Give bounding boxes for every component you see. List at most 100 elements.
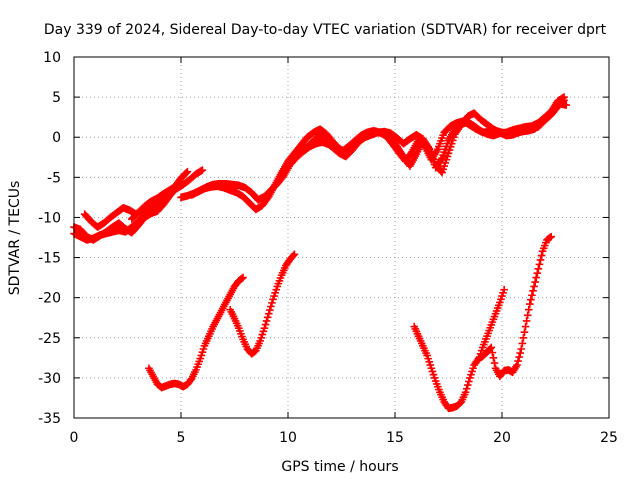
data-point (488, 318, 497, 326)
data-point (444, 149, 453, 158)
data-point (238, 274, 246, 283)
data-point (274, 279, 283, 288)
data-point (492, 307, 501, 315)
data-point (271, 289, 279, 297)
data-point (448, 136, 457, 145)
data-point (515, 353, 523, 361)
data-point (236, 327, 244, 335)
data-point (239, 273, 247, 282)
data-point (461, 388, 470, 397)
grid-lines (74, 57, 609, 418)
data-point (263, 313, 272, 322)
data-point (435, 385, 443, 394)
data-point (440, 148, 449, 156)
data-point (268, 299, 276, 307)
x-tick-label: 20 (493, 430, 511, 446)
data-point (483, 332, 491, 340)
plot-frame (73, 56, 610, 419)
data-point (266, 306, 274, 314)
data-point (486, 323, 495, 332)
data-points (70, 93, 570, 413)
data-point (538, 247, 547, 255)
series-7 (145, 273, 247, 392)
data-point (195, 357, 203, 366)
data-point (533, 269, 542, 277)
data-point (275, 277, 284, 285)
data-point (466, 374, 474, 382)
data-point (560, 96, 568, 105)
data-point (519, 333, 528, 342)
data-point (183, 167, 192, 176)
data-point (477, 346, 486, 355)
data-point (423, 351, 431, 360)
data-point (541, 241, 549, 250)
data-point (532, 273, 541, 282)
data-point (474, 356, 483, 365)
data-point (488, 348, 497, 357)
data-point (276, 274, 285, 282)
data-point (259, 327, 268, 336)
data-point (476, 350, 485, 358)
data-point (493, 304, 502, 312)
y-tick-label: -10 (38, 210, 61, 226)
data-point (518, 339, 527, 348)
data-point (484, 329, 492, 338)
data-point (465, 377, 473, 386)
data-point (529, 287, 537, 295)
data-point (468, 367, 476, 376)
data-point (426, 361, 435, 369)
data-point (500, 285, 508, 294)
x-tick-label: 5 (177, 430, 186, 446)
data-point (429, 370, 438, 379)
data-point (490, 359, 499, 367)
data-point (527, 295, 535, 304)
data-point (192, 366, 200, 374)
data-point (514, 357, 522, 365)
x-tick-labels: 0 5 10 15 20 25 (70, 430, 618, 446)
data-point (441, 159, 450, 167)
y-tick-label: 10 (43, 50, 61, 66)
data-point (272, 285, 281, 294)
data-point (434, 145, 442, 154)
data-point (442, 155, 451, 164)
data-point (193, 363, 201, 371)
data-point (498, 292, 506, 300)
data-point (256, 337, 264, 345)
series-9 (410, 232, 556, 413)
data-point (439, 151, 447, 159)
data-point (196, 354, 205, 363)
data-point (531, 278, 539, 286)
data-point (438, 168, 446, 177)
data-point (238, 332, 246, 341)
data-point (424, 354, 432, 363)
data-point (234, 324, 243, 332)
data-point (520, 328, 529, 336)
data-point (199, 345, 208, 353)
data-point (526, 300, 534, 308)
data-point (425, 358, 434, 366)
data-point (487, 321, 496, 329)
data-point (523, 311, 532, 320)
data-point (522, 317, 531, 325)
data-point (264, 309, 273, 318)
x-axis-label: GPS time / hours (281, 459, 398, 475)
data-point (198, 348, 207, 357)
data-point (261, 320, 270, 329)
y-tick-labels: -35 -30 -25 -20 -15 -10 -5 0 5 10 (38, 50, 61, 427)
data-point (446, 143, 455, 151)
data-point (434, 382, 442, 391)
data-point (539, 244, 548, 253)
data-point (546, 233, 554, 242)
x-tick-label: 10 (279, 430, 297, 446)
data-point (462, 384, 471, 393)
data-point (440, 162, 449, 170)
data-point (489, 315, 498, 324)
x-tick-label: 25 (600, 430, 618, 446)
data-point (528, 291, 536, 300)
data-point (428, 367, 437, 376)
data-point (480, 340, 488, 349)
data-point (438, 154, 446, 162)
data-point (267, 302, 275, 311)
data-point (490, 312, 499, 321)
data-point (441, 145, 450, 154)
